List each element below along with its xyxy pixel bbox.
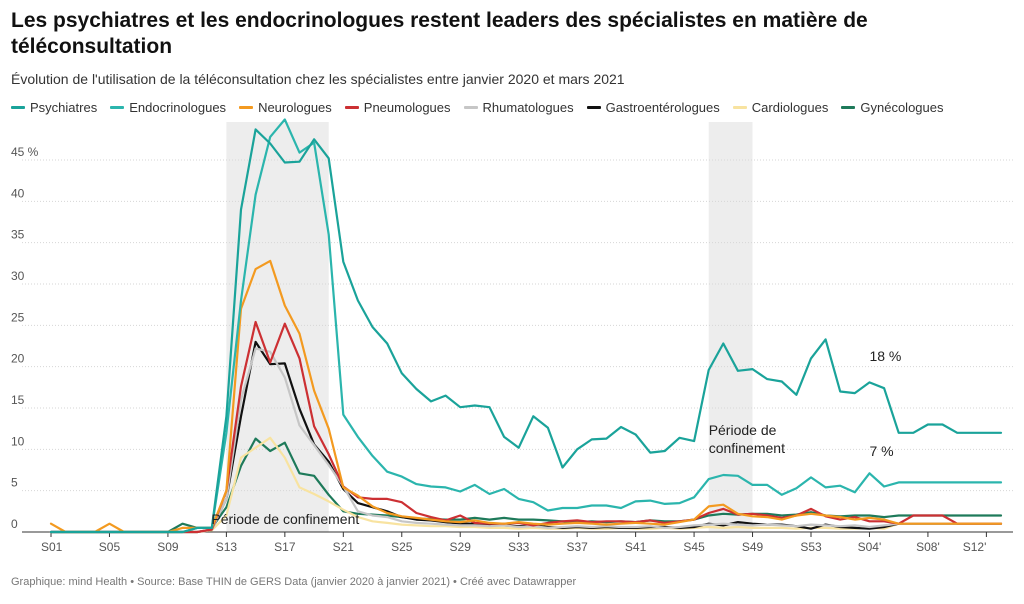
legend-swatch [732,106,747,109]
confinement-shading [226,122,753,532]
chart-subtitle: Évolution de l'utilisation de la télécon… [11,71,625,87]
series-line [49,347,1003,534]
y-axis-labels: 0 5 10 15 20 25 30 35 40 45 % [11,145,39,531]
y-tick-label: 30 [11,269,25,283]
chart-legend: Psychiatres Endocrinologues Neurologues Pne… [11,100,957,115]
annotations: Période de confinement Période de confinem… [211,348,901,527]
y-tick-label: 45 % [11,145,39,159]
x-tick-label: S25 [391,540,413,554]
series-line [49,128,1003,534]
chart-footer: Graphique: mind Health • Source: Base TH… [11,576,577,588]
legend-item: Gastroentérologues [586,100,720,115]
y-tick-label: 15 [11,393,25,407]
x-axis-labels: S01 S05 S09 S13 S17 S21 S25 S29 S33 S37 S41 S45 S49 S… [41,532,987,554]
legend-item: Rhumatologues [463,100,574,115]
y-tick-label: 40 [11,186,25,200]
legend-label: Endocrinologues [129,100,227,115]
legend-swatch [110,106,125,109]
chart-title: Les psychiatres et les endocrinologues r… [11,9,868,58]
x-tick-label: S12' [963,540,987,554]
y-tick-label: 0 [11,517,18,531]
x-tick-label: S08' [916,540,940,554]
confinement-label: Période de confinement [709,422,785,456]
value-annotation: 18 % [869,348,901,364]
legend-item: Cardiologues [732,100,829,115]
legend-label: Gynécologues [860,100,944,115]
series-line [49,259,1003,534]
legend-swatch [344,106,359,109]
series-lines [49,118,1003,534]
legend-swatch [841,106,856,109]
legend-label: Cardiologues [751,100,829,115]
y-tick-label: 5 [11,476,18,490]
legend-label: Psychiatres [30,100,98,115]
series-line [49,320,1003,534]
x-tick-label: S17 [274,540,296,554]
value-annotation: 7 % [869,443,893,459]
x-tick-label: S45 [683,540,705,554]
y-tick-label: 10 [11,434,25,448]
legend-item: Gynécologues [841,100,944,115]
legend-label: Neurologues [258,100,332,115]
series-line [49,340,1003,534]
x-tick-label: S37 [566,540,588,554]
legend-swatch [239,106,254,109]
legend-item: Endocrinologues [110,100,226,115]
legend-item: Pneumologues [344,100,451,115]
x-tick-label: S53 [800,540,822,554]
legend-item: Neurologues [239,100,332,115]
legend-label: Gastroentérologues [605,100,720,115]
legend-label: Rhumatologues [482,100,574,115]
legend-swatch [586,106,601,109]
legend-swatch [11,106,25,109]
x-tick-label: S21 [333,540,355,554]
x-tick-label: S01 [41,540,63,554]
grid-lines [22,159,1013,533]
y-tick-label: 25 [11,310,25,324]
legend-swatch [463,106,478,109]
y-tick-label: 20 [11,352,25,366]
x-tick-label: S41 [625,540,647,554]
confinement-period-band [226,122,329,532]
x-tick-label: S49 [742,540,764,554]
confinement-label: Période de confinement [211,511,359,527]
x-tick-label: S05 [99,540,121,554]
x-tick-label: S33 [508,540,530,554]
x-tick-label: S13 [216,540,238,554]
legend-item: Psychiatres [11,100,97,115]
x-tick-label: S04' [858,540,882,554]
confinement-period-band [708,122,753,532]
x-tick-label: S29 [450,540,472,554]
y-tick-label: 35 [11,228,25,242]
legend-label: Pneumologues [363,100,451,115]
x-tick-label: S09 [157,540,179,554]
